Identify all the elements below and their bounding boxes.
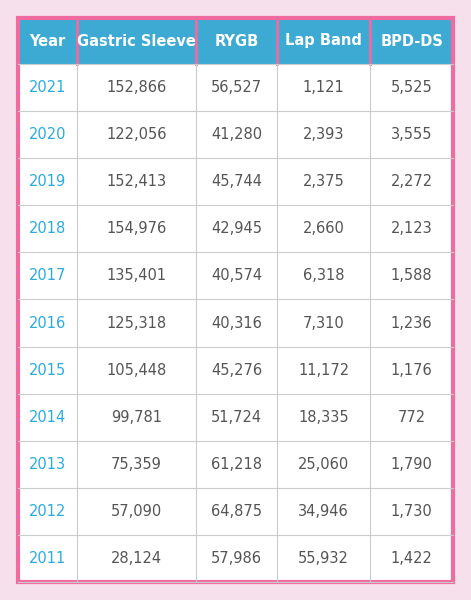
Text: Lap Band: Lap Band bbox=[285, 34, 362, 49]
Bar bbox=[18, 299, 453, 347]
Text: 2,272: 2,272 bbox=[390, 174, 433, 189]
Text: 2018: 2018 bbox=[29, 221, 66, 236]
Text: 6,318: 6,318 bbox=[303, 268, 344, 283]
Text: 55,932: 55,932 bbox=[298, 551, 349, 566]
Text: 2014: 2014 bbox=[29, 410, 66, 425]
Text: 1,790: 1,790 bbox=[391, 457, 432, 472]
Text: 11,172: 11,172 bbox=[298, 362, 349, 377]
Text: 1,236: 1,236 bbox=[391, 316, 432, 331]
Text: 57,090: 57,090 bbox=[111, 504, 162, 519]
Text: BPD-DS: BPD-DS bbox=[380, 34, 443, 49]
Text: 2011: 2011 bbox=[29, 551, 66, 566]
Text: 135,401: 135,401 bbox=[106, 268, 167, 283]
Text: 1,121: 1,121 bbox=[303, 80, 344, 95]
Text: 99,781: 99,781 bbox=[111, 410, 162, 425]
Text: 51,724: 51,724 bbox=[211, 410, 262, 425]
Text: RYGB: RYGB bbox=[214, 34, 259, 49]
Text: 2,393: 2,393 bbox=[303, 127, 344, 142]
Text: 42,945: 42,945 bbox=[211, 221, 262, 236]
Text: 2021: 2021 bbox=[29, 80, 66, 95]
Text: 125,318: 125,318 bbox=[106, 316, 167, 331]
Text: 1,176: 1,176 bbox=[391, 362, 432, 377]
Text: 40,316: 40,316 bbox=[211, 316, 262, 331]
Text: 5,525: 5,525 bbox=[391, 80, 432, 95]
Text: 1,730: 1,730 bbox=[391, 504, 432, 519]
Text: 152,413: 152,413 bbox=[106, 174, 167, 189]
Text: 1,588: 1,588 bbox=[391, 268, 432, 283]
Bar bbox=[18, 64, 453, 111]
Text: 2020: 2020 bbox=[29, 127, 66, 142]
Text: 18,335: 18,335 bbox=[298, 410, 349, 425]
Bar bbox=[18, 535, 453, 582]
Text: 25,060: 25,060 bbox=[298, 457, 349, 472]
Text: 57,986: 57,986 bbox=[211, 551, 262, 566]
Text: 2013: 2013 bbox=[29, 457, 66, 472]
Text: 122,056: 122,056 bbox=[106, 127, 167, 142]
Bar bbox=[18, 253, 453, 299]
Bar bbox=[18, 441, 453, 488]
Text: 7,310: 7,310 bbox=[303, 316, 344, 331]
Text: 2,660: 2,660 bbox=[303, 221, 344, 236]
Text: 40,574: 40,574 bbox=[211, 268, 262, 283]
Text: 105,448: 105,448 bbox=[106, 362, 167, 377]
Text: 56,527: 56,527 bbox=[211, 80, 262, 95]
Text: 2019: 2019 bbox=[29, 174, 66, 189]
Bar bbox=[18, 347, 453, 394]
Text: 152,866: 152,866 bbox=[106, 80, 167, 95]
Text: Gastric Sleeve: Gastric Sleeve bbox=[77, 34, 196, 49]
Text: 34,946: 34,946 bbox=[298, 504, 349, 519]
Text: 45,744: 45,744 bbox=[211, 174, 262, 189]
Bar bbox=[18, 18, 453, 64]
Text: 64,875: 64,875 bbox=[211, 504, 262, 519]
Bar bbox=[18, 158, 453, 205]
Text: 41,280: 41,280 bbox=[211, 127, 262, 142]
Text: 772: 772 bbox=[398, 410, 426, 425]
Text: 2012: 2012 bbox=[29, 504, 66, 519]
Text: 2016: 2016 bbox=[29, 316, 66, 331]
Bar bbox=[18, 394, 453, 441]
Text: 28,124: 28,124 bbox=[111, 551, 162, 566]
Bar bbox=[18, 488, 453, 535]
Text: 1,422: 1,422 bbox=[391, 551, 432, 566]
Text: 2,123: 2,123 bbox=[391, 221, 432, 236]
Text: 154,976: 154,976 bbox=[106, 221, 167, 236]
Bar bbox=[18, 111, 453, 158]
Text: 75,359: 75,359 bbox=[111, 457, 162, 472]
Text: 2,375: 2,375 bbox=[303, 174, 344, 189]
Text: 3,555: 3,555 bbox=[391, 127, 432, 142]
Text: 2017: 2017 bbox=[29, 268, 66, 283]
Bar bbox=[18, 205, 453, 253]
Text: 45,276: 45,276 bbox=[211, 362, 262, 377]
Text: 61,218: 61,218 bbox=[211, 457, 262, 472]
Text: Year: Year bbox=[29, 34, 65, 49]
Text: 2015: 2015 bbox=[29, 362, 66, 377]
